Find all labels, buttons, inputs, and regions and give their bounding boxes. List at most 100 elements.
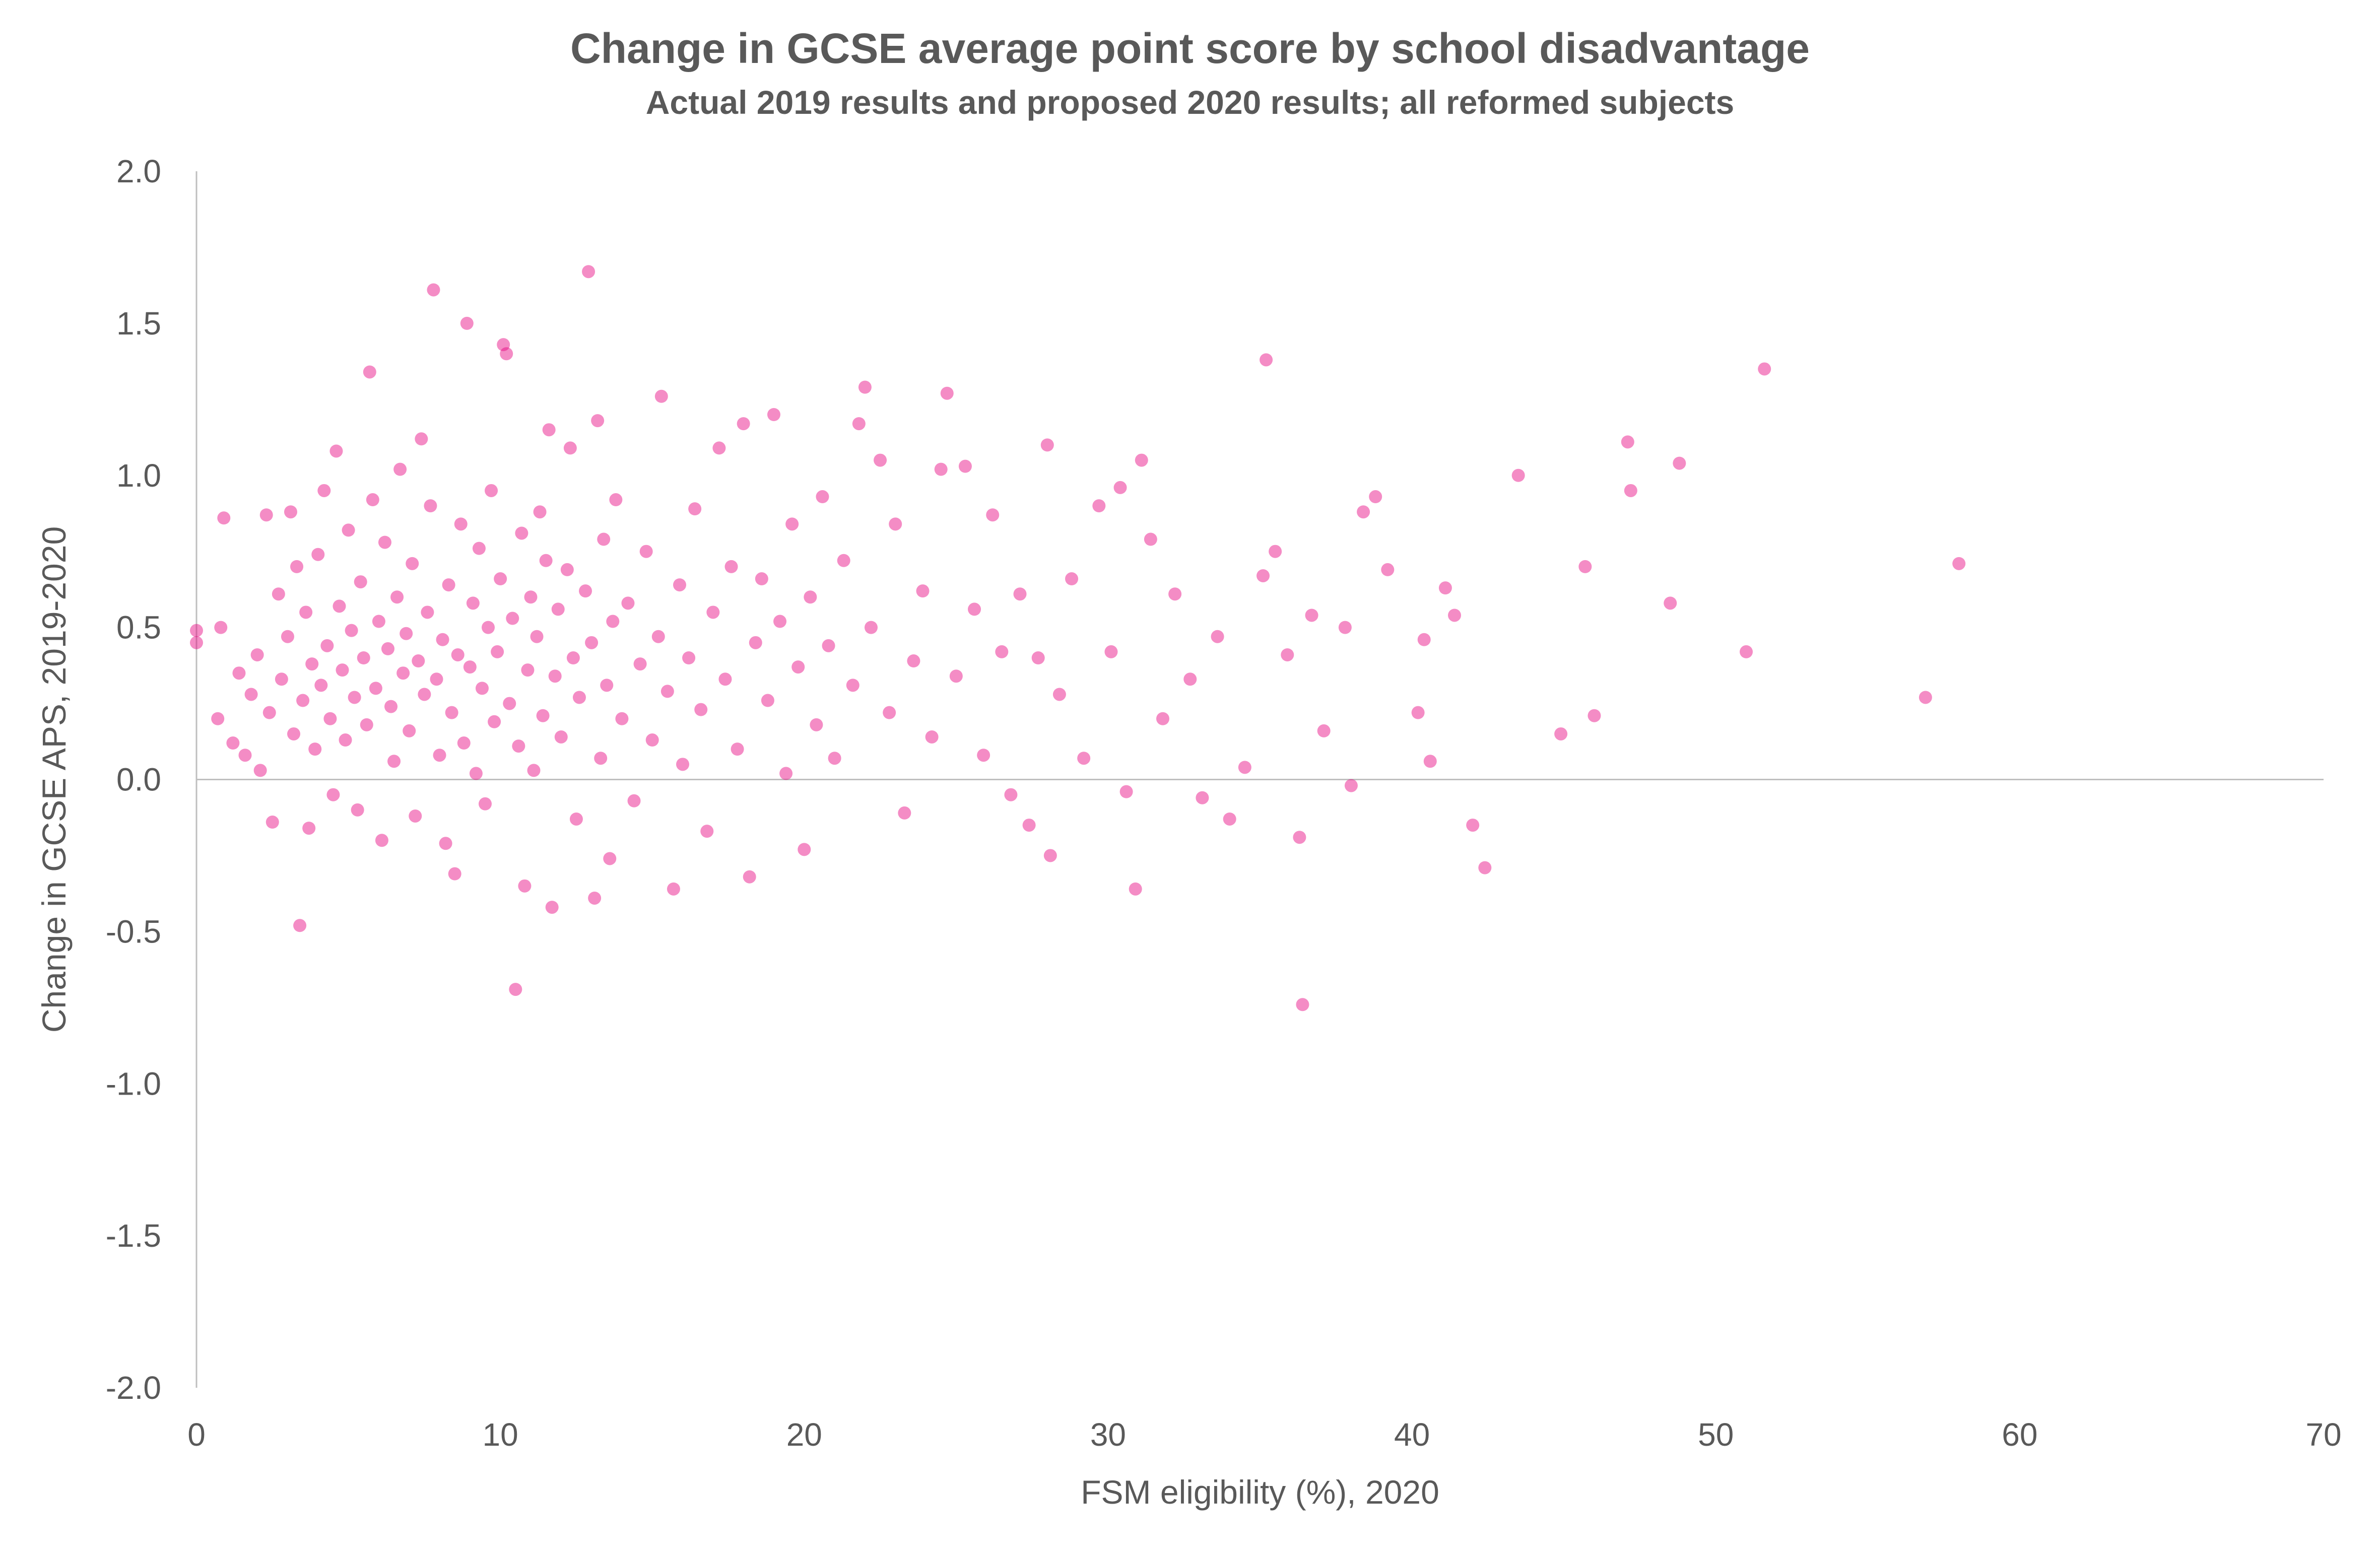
data-point bbox=[1448, 609, 1462, 622]
data-point bbox=[469, 767, 483, 780]
data-point bbox=[1129, 882, 1142, 896]
data-point bbox=[311, 548, 325, 561]
chart-subtitle: Actual 2019 results and proposed 2020 re… bbox=[645, 84, 1735, 121]
x-tick-label: 20 bbox=[786, 1416, 822, 1453]
data-point bbox=[418, 688, 431, 701]
data-point bbox=[472, 542, 486, 555]
data-point bbox=[639, 545, 653, 558]
data-point bbox=[1466, 819, 1480, 832]
data-point bbox=[1031, 651, 1045, 664]
data-point bbox=[390, 590, 404, 604]
data-point bbox=[427, 283, 440, 297]
data-point bbox=[1052, 688, 1066, 701]
data-point bbox=[482, 621, 495, 634]
x-tick-label: 0 bbox=[187, 1416, 206, 1453]
data-point bbox=[600, 679, 614, 692]
data-point bbox=[654, 389, 668, 403]
data-point bbox=[457, 736, 471, 750]
data-point bbox=[1411, 706, 1425, 719]
data-point bbox=[874, 453, 887, 467]
data-point bbox=[326, 788, 340, 801]
data-point bbox=[296, 694, 310, 707]
data-point bbox=[1952, 557, 1966, 570]
data-point bbox=[1758, 362, 1771, 376]
data-point bbox=[1211, 630, 1224, 643]
data-point bbox=[284, 505, 297, 519]
data-point bbox=[712, 441, 726, 455]
data-point bbox=[366, 493, 379, 507]
data-point bbox=[317, 484, 331, 497]
data-point bbox=[211, 712, 225, 725]
data-point bbox=[606, 615, 620, 628]
data-point bbox=[333, 599, 346, 613]
data-point bbox=[475, 682, 489, 695]
data-point bbox=[1223, 812, 1236, 826]
data-point bbox=[569, 812, 583, 826]
y-tick-label: 0.5 bbox=[116, 610, 161, 646]
data-point bbox=[460, 316, 474, 330]
data-point bbox=[1357, 505, 1370, 519]
data-point bbox=[329, 444, 343, 458]
data-point bbox=[864, 621, 878, 634]
data-point bbox=[266, 816, 279, 829]
data-point bbox=[718, 672, 732, 686]
data-point bbox=[259, 508, 273, 522]
data-point bbox=[448, 867, 461, 881]
data-point bbox=[1478, 861, 1492, 874]
data-point bbox=[1381, 563, 1395, 576]
y-tick-label: -2.0 bbox=[106, 1370, 161, 1406]
x-tick-label: 40 bbox=[1394, 1416, 1430, 1453]
data-point bbox=[439, 837, 452, 850]
data-point bbox=[1269, 545, 1282, 558]
data-point bbox=[563, 441, 577, 455]
data-point bbox=[591, 414, 605, 428]
data-point bbox=[424, 499, 437, 513]
data-point bbox=[1317, 724, 1331, 737]
data-point bbox=[515, 526, 528, 540]
data-point bbox=[466, 596, 480, 610]
data-point bbox=[798, 843, 811, 856]
data-point bbox=[785, 517, 799, 531]
data-point bbox=[1092, 499, 1106, 513]
data-point bbox=[509, 983, 522, 996]
data-point bbox=[491, 645, 504, 658]
data-point bbox=[320, 639, 334, 652]
data-point bbox=[232, 666, 246, 680]
data-point bbox=[357, 651, 370, 664]
data-point bbox=[934, 462, 948, 476]
data-point bbox=[339, 733, 352, 747]
data-point bbox=[454, 517, 468, 531]
data-point bbox=[588, 891, 602, 905]
data-point bbox=[949, 669, 963, 683]
data-point bbox=[1040, 438, 1054, 452]
chart-title: Change in GCSE average point score by sc… bbox=[570, 25, 1810, 72]
data-point bbox=[603, 852, 617, 865]
data-point bbox=[342, 523, 355, 537]
data-point bbox=[968, 602, 981, 616]
data-point bbox=[1119, 785, 1133, 798]
data-point bbox=[1438, 581, 1452, 595]
data-point bbox=[1144, 532, 1157, 546]
data-point bbox=[521, 663, 535, 677]
data-point bbox=[645, 733, 659, 747]
data-point bbox=[767, 408, 780, 421]
data-point bbox=[731, 742, 744, 756]
data-point bbox=[1664, 596, 1677, 610]
data-point bbox=[749, 636, 762, 649]
data-point bbox=[554, 730, 568, 744]
data-point bbox=[551, 602, 565, 616]
data-point bbox=[378, 535, 391, 549]
data-point bbox=[345, 624, 358, 637]
data-point bbox=[651, 630, 665, 643]
data-point bbox=[925, 730, 939, 744]
data-point bbox=[1417, 633, 1431, 646]
data-point bbox=[940, 386, 954, 400]
data-point bbox=[1043, 849, 1057, 862]
y-tick-label: 0.0 bbox=[116, 762, 161, 798]
data-point bbox=[299, 605, 313, 619]
data-point bbox=[281, 630, 294, 643]
tick-labels: 2.0 1.5 1.0 0.5 0.0 -0.5 -1.0 -1.5 -2.0 0 10 20 30 40… bbox=[106, 153, 2342, 1453]
data-point bbox=[1740, 645, 1753, 658]
data-point bbox=[755, 572, 768, 586]
data-point bbox=[360, 718, 373, 731]
